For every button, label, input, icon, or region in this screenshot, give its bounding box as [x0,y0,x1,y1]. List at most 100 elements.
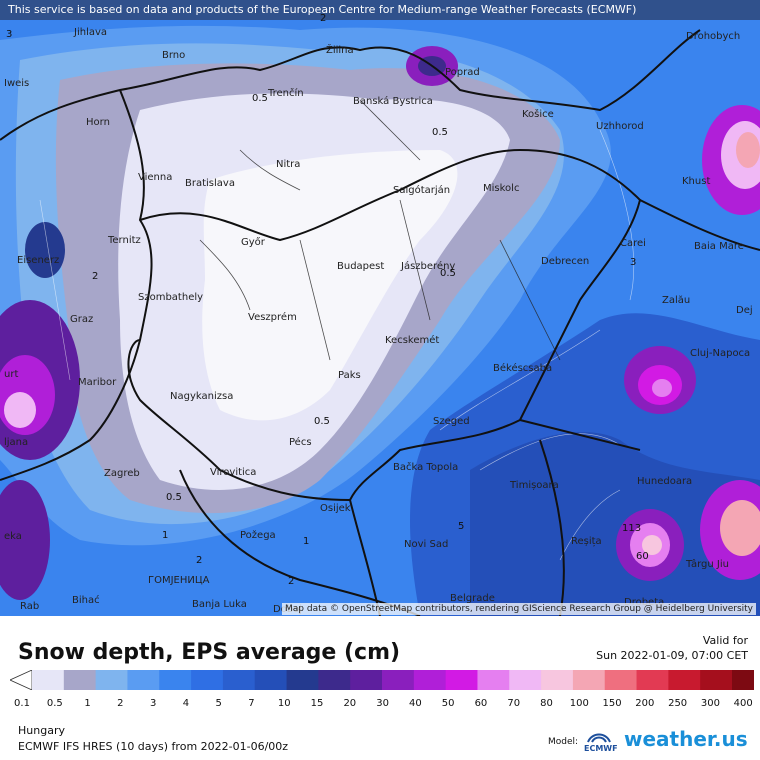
city-label: ljana [4,437,29,448]
city-label: Budapest [337,261,385,272]
color-scale-segment [127,670,160,690]
city-label: Reșița [571,536,602,547]
city-label: eka [4,531,22,542]
color-scale-segment [604,670,638,690]
region-name: Hungary [18,724,65,737]
city-label: Cluj-Napoca [690,348,751,359]
city-label: Timișoara [510,480,559,491]
city-label: Dej [736,305,753,316]
city-label: Graz [70,314,94,325]
isoline-label: 5 [458,521,465,532]
color-scale-tick: 30 [376,698,389,709]
city-label: Drobeta [624,597,664,608]
city-label: Zalău [662,295,691,306]
city-label: Ternitz [108,235,141,246]
city-label: Szeged [433,416,470,427]
city-label: Iweis [4,78,30,89]
city-label: urt [4,369,19,380]
city-label: Banská Bystrica [353,96,433,107]
city-label: Osijek [320,503,351,514]
color-scale-segment [668,670,701,690]
city-label: Nitra [276,159,301,170]
city-label: Debrecen [541,256,590,267]
city-label: Győr [241,237,265,248]
color-scale-tick: 20 [343,698,357,709]
isoline-label: 0.5 [314,416,330,427]
color-scale-tick: 100 [569,698,589,709]
city-label: Jihlava [74,27,108,38]
city-label: Bačka Topola [393,462,459,473]
city-label: Kecskemét [385,335,440,346]
color-scale-tick: 70 [507,698,521,709]
city-label: Maribor [78,377,117,388]
city-label: Zagreb [104,468,140,479]
city-label: Târgu Jiu [686,559,729,570]
color-scale-segment [222,670,256,690]
color-scale-segment [732,670,754,690]
valid-for-label: Valid for [702,634,748,647]
model-label: Model: [548,737,579,747]
color-scale-tick: 7 [248,698,255,709]
color-scale-segment [477,670,510,690]
map-data-credit: Map data © OpenStreetMap contributors, r… [282,603,756,615]
ecmwf-attribution-banner: This service is based on data and produc… [0,0,760,20]
valid-time: Sun 2022-01-09, 07:00 CET [596,649,748,662]
map-title: Snow depth, EPS average (cm) [18,640,401,665]
city-label: Jászberény [401,261,456,272]
city-label: Banja Luka [192,599,247,610]
city-label: Bihać [72,595,100,606]
city-label: Horn [86,117,110,128]
color-scale-tick: 2 [117,698,124,709]
color-scale-segment [318,670,351,690]
color-scale-segment [509,670,542,690]
isoline-label: 0.5 [252,93,268,104]
isoline-label: 3 [630,257,637,268]
city-label: Khust [682,176,711,187]
city-label: Požega [240,530,276,541]
city-label: Békéscsaba [493,363,553,374]
color-scale-tick: 1 [84,698,91,709]
isoline-label: 3 [6,29,13,40]
city-label: ГОМЈЕНИЦА [148,575,210,586]
color-scale-segment [572,670,606,690]
color-scale-segment [700,670,733,690]
weather-us-logo[interactable]: weather.us [624,727,748,751]
color-scale-low-arrow [10,670,33,690]
map-fill [0,0,760,616]
city-label: Baia Mare [694,241,744,252]
color-scale-tick: 3 [149,698,157,709]
model-run-info: ECMWF IFS HRES (10 days) from 2022-01-06… [18,740,289,753]
color-scale-tick: 4 [182,698,190,709]
snow-depth-map[interactable]: This service is based on data and produc… [0,0,760,616]
color-scale-segment [286,670,319,690]
color-scale-tick: 0.5 [46,698,63,709]
city-label: Paks [338,370,361,381]
isoline-label: 0.5 [440,268,456,279]
color-scale-segment [32,670,65,690]
isoline-label: 0.5 [432,127,448,138]
color-scale-tick: 0.1 [14,698,30,709]
color-scale-segment [191,670,224,690]
color-scale-tick: 60 [474,698,488,709]
color-scale-tick: 10 [277,698,291,709]
ecmwf-logo-text: ECMWF [584,744,618,753]
color-scale-tick: 150 [602,698,622,709]
city-label: Novi Sad [404,539,449,550]
color-scale-segment [413,670,447,690]
isoline-label: 1 [303,536,310,547]
ecmwf-logo[interactable]: ECMWF [584,728,624,754]
color-scale-tick: 50 [441,698,455,709]
color-scale-tick: 250 [668,698,688,709]
city-label: Salgótarján [393,185,451,196]
color-scale-ticks: 0.1 0.5 1 2 3 4 5 7 10 15 20 30 40 50 60 70 80 100 150 200 2… [14,698,753,712]
color-scale-segment [350,670,383,690]
isoline-label: 2 [196,555,203,566]
color-scale-segment [63,670,97,690]
color-scale-tick: 300 [700,698,720,709]
city-label: Rab [20,601,40,612]
isoline-label: 2 [92,271,99,282]
city-label: Belgrade [450,593,495,604]
ecmwf-icon [587,733,611,743]
isoline-label: 0.5 [166,492,182,503]
color-scale-tick: 80 [540,698,553,709]
